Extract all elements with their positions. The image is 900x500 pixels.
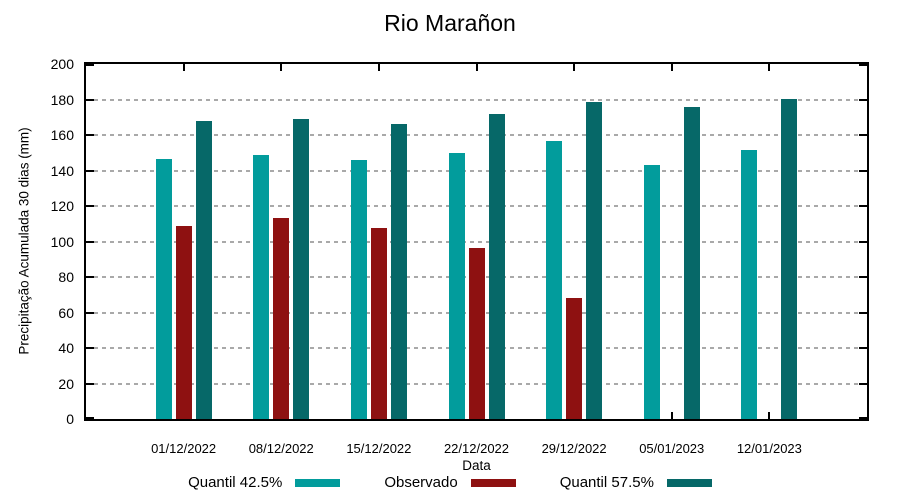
x-tick-label: 22/12/2022 bbox=[443, 441, 510, 456]
bar-observado bbox=[370, 228, 387, 419]
legend-swatch-quantil-57-5 bbox=[666, 478, 712, 487]
legend-label-quantil-42-5: Quantil 42.5% bbox=[188, 474, 283, 491]
legend-label-quantil-57-5: Quantil 57.5% bbox=[559, 474, 654, 491]
bar-quantil-42-5 bbox=[448, 152, 465, 419]
x-tick-label: 01/12/2022 bbox=[151, 441, 217, 456]
y-tick-label: 60 bbox=[58, 304, 74, 321]
x-axis-title: Data bbox=[462, 458, 491, 473]
y-tick-label: 140 bbox=[50, 162, 74, 179]
x-tick-label: 08/12/2022 bbox=[248, 441, 314, 456]
y-tick-left bbox=[86, 276, 94, 278]
bar-quantil-57-5 bbox=[488, 113, 505, 419]
y-tick-left bbox=[86, 382, 94, 385]
bar-quantil-42-5 bbox=[546, 141, 563, 419]
x-tick-bottom bbox=[670, 412, 673, 419]
bar-observado bbox=[468, 247, 485, 419]
bar-observado bbox=[175, 225, 192, 419]
bar-observado bbox=[566, 298, 583, 419]
y-tick-left bbox=[86, 64, 94, 66]
legend-swatch-quantil-42-5 bbox=[295, 478, 341, 487]
bar-quantil-42-5 bbox=[643, 165, 660, 419]
y-tick-right bbox=[859, 382, 867, 385]
x-tick-label: 29/12/2022 bbox=[541, 441, 607, 456]
y-tick-left bbox=[86, 417, 94, 419]
x-tick-bottom bbox=[768, 412, 771, 419]
bar-quantil-42-5 bbox=[741, 150, 758, 419]
y-tick-left bbox=[86, 169, 94, 172]
y-tick-label: 0 bbox=[66, 411, 74, 427]
x-tick-top bbox=[280, 64, 283, 71]
y-tick-left bbox=[86, 134, 94, 136]
y-tick-label: 40 bbox=[58, 340, 74, 356]
gridline-140 bbox=[86, 169, 867, 172]
y-tick-right bbox=[859, 169, 867, 172]
bar-quantil-57-5 bbox=[293, 119, 310, 419]
y-tick-right bbox=[859, 64, 867, 66]
gridline-160 bbox=[86, 134, 867, 136]
y-tick-right bbox=[859, 417, 867, 419]
x-tick-top bbox=[768, 64, 771, 71]
y-tick-right bbox=[859, 205, 867, 207]
y-tick-left bbox=[86, 205, 94, 207]
y-tick-label: 200 bbox=[50, 56, 74, 72]
legend-item-observado: Observado bbox=[384, 474, 516, 491]
legend-item-quantil-57-5: Quantil 57.5% bbox=[560, 474, 712, 491]
bar-quantil-57-5 bbox=[195, 120, 212, 419]
bar-quantil-57-5 bbox=[586, 102, 603, 419]
y-tick-left bbox=[86, 240, 94, 243]
y-tick-right bbox=[859, 347, 867, 349]
gridline-100 bbox=[86, 240, 867, 243]
x-tick-top bbox=[670, 64, 673, 71]
x-tick-top bbox=[475, 64, 478, 71]
x-tick-label: 12/01/2023 bbox=[736, 441, 802, 456]
bar-quantil-57-5 bbox=[683, 106, 700, 419]
x-tick-top bbox=[573, 64, 576, 71]
y-tick-right bbox=[859, 311, 867, 314]
chart-title: Rio Marañon bbox=[384, 10, 516, 36]
y-tick-left bbox=[86, 311, 94, 314]
x-tick-top bbox=[377, 64, 380, 71]
x-tick-label: 15/12/2022 bbox=[346, 441, 412, 456]
y-tick-right bbox=[859, 276, 867, 278]
bar-quantil-57-5 bbox=[390, 124, 407, 419]
y-tick-label: 80 bbox=[58, 269, 74, 285]
plot-area bbox=[84, 62, 869, 421]
y-tick-label: 180 bbox=[50, 91, 74, 108]
gridline-180 bbox=[86, 98, 867, 101]
y-tick-label: 20 bbox=[58, 375, 74, 392]
y-tick-right bbox=[859, 240, 867, 243]
legend: Quantil 42.5% Observado Quantil 57.5% bbox=[0, 474, 900, 491]
gridline-120 bbox=[86, 205, 867, 207]
bar-quantil-42-5 bbox=[253, 154, 270, 419]
bar-quantil-42-5 bbox=[155, 158, 172, 419]
y-tick-label: 100 bbox=[50, 233, 74, 250]
bar-quantil-42-5 bbox=[350, 159, 367, 419]
y-tick-label: 120 bbox=[50, 198, 74, 214]
legend-swatch-observado bbox=[470, 478, 516, 487]
bar-observado bbox=[273, 218, 290, 419]
legend-label-observado: Observado bbox=[384, 474, 458, 491]
y-tick-left bbox=[86, 347, 94, 349]
y-tick-label: 160 bbox=[50, 127, 74, 143]
bar-quantil-57-5 bbox=[781, 98, 798, 419]
legend-item-quantil-42-5: Quantil 42.5% bbox=[188, 474, 341, 491]
y-tick-right bbox=[859, 134, 867, 136]
x-tick-label: 05/01/2023 bbox=[639, 441, 705, 456]
y-tick-left bbox=[86, 98, 94, 101]
y-tick-right bbox=[859, 98, 867, 101]
x-tick-top bbox=[182, 64, 185, 71]
